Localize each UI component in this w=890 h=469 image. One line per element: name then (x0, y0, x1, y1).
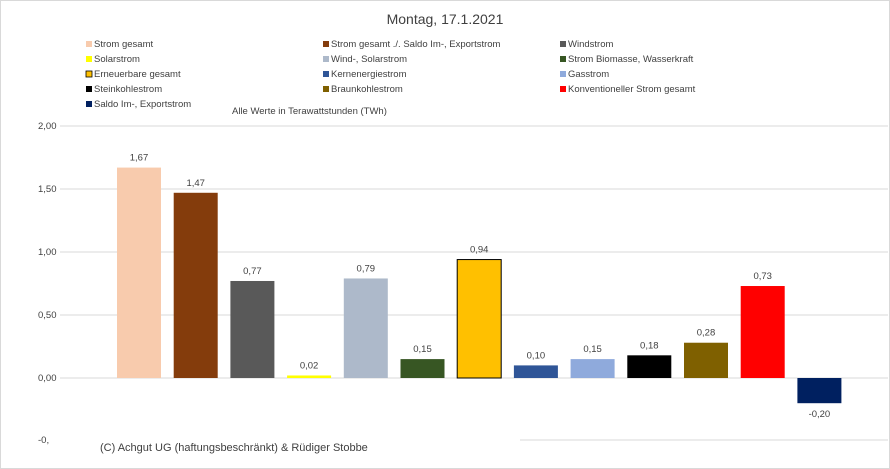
bar (513, 365, 558, 378)
legend-label: Wind-, Solarstrom (331, 54, 407, 65)
legend-label: Erneuerbare gesamt (94, 69, 181, 80)
y-tick-label: 1,00 (38, 247, 57, 258)
legend-item: Strom Biomasse, Wasserkraft (560, 54, 694, 65)
legend-label: Braunkohlestrom (331, 84, 403, 95)
bar (570, 359, 615, 378)
bar (684, 342, 728, 378)
data-label: 0,10 (527, 350, 546, 361)
legend-label: Strom Biomasse, Wasserkraft (568, 54, 694, 65)
legend-label: Windstrom (568, 39, 613, 50)
legend-swatch (86, 86, 92, 92)
legend-item: Braunkohlestrom (323, 84, 403, 95)
bar (400, 359, 445, 378)
legend-label: Solarstrom (94, 54, 140, 65)
data-label: -0,20 (809, 409, 831, 420)
legend-label: Steinkohlestrom (94, 84, 162, 95)
legend-item: Strom gesamt ./. Saldo Im-, Exportstrom (323, 39, 501, 50)
legend-swatch (560, 86, 566, 92)
bar (287, 375, 332, 378)
y-axis: 2,00 1,50 1,00 0,50 0,00 -0, (38, 121, 57, 446)
legend-swatch (560, 41, 566, 47)
legend-swatch (323, 71, 329, 77)
legend-label: Saldo Im-, Exportstrom (94, 99, 191, 110)
data-label: 0,94 (470, 245, 489, 256)
legend-label: Konventioneller Strom gesamt (568, 84, 696, 95)
data-label: 0,18 (640, 340, 659, 351)
legend-item: Strom gesamt (86, 39, 153, 50)
y-tick-label: -0, (38, 435, 49, 446)
bar (797, 378, 842, 404)
data-label: 0,15 (583, 344, 602, 355)
bars (117, 167, 842, 404)
legend-item: Steinkohlestrom (86, 84, 162, 95)
data-label: 1,67 (130, 153, 149, 164)
legend-item: Windstrom (560, 39, 613, 50)
legend-swatch (323, 56, 329, 62)
legend-label: Strom gesamt (94, 39, 153, 50)
data-label: 0,73 (753, 271, 772, 282)
legend-item: Kernenergiestrom (323, 69, 407, 80)
legend-swatch (86, 101, 92, 107)
legend-label: Gasstrom (568, 69, 609, 80)
bar (173, 192, 218, 378)
data-label: 0,28 (697, 328, 716, 339)
y-tick-label: 2,00 (38, 121, 57, 132)
legend-swatch (323, 41, 329, 47)
legend-label: Strom gesamt ./. Saldo Im-, Exportstrom (331, 39, 501, 50)
bar (117, 167, 161, 378)
bar (627, 355, 672, 378)
data-label: 0,79 (357, 263, 376, 274)
bar (456, 259, 502, 379)
bar (740, 286, 785, 378)
data-label: 0,02 (300, 360, 319, 371)
legend-swatch (323, 86, 329, 92)
chart-subtitle: Alle Werte in Terawattstunden (TWh) (232, 106, 387, 117)
bar (230, 280, 275, 378)
chart-title: Montag, 17.1.2021 (387, 11, 504, 27)
data-label: 0,15 (413, 344, 432, 355)
legend-swatch (86, 41, 92, 47)
data-label: 0,77 (243, 266, 262, 277)
legend-item: Konventioneller Strom gesamt (560, 84, 696, 95)
legend-swatch (85, 70, 93, 78)
legend-item: Gasstrom (560, 69, 609, 80)
credit-text: (C) Achgut UG (haftungsbeschränkt) & Rüd… (100, 442, 368, 454)
legend: Strom gesamt Strom gesamt ./. Saldo Im-, … (85, 39, 696, 110)
legend-label: Kernenergiestrom (331, 69, 407, 80)
legend-item: Saldo Im-, Exportstrom (86, 99, 191, 110)
legend-swatch (560, 56, 566, 62)
y-tick-label: 0,50 (38, 310, 57, 321)
legend-item: Wind-, Solarstrom (323, 54, 407, 65)
legend-item: Erneuerbare gesamt (85, 69, 181, 80)
data-labels: 1,67 1,47 0,77 0,02 0,79 0,15 0,94 0,10 0,15 0,18… (130, 153, 830, 421)
y-tick-label: 0,00 (38, 373, 57, 384)
legend-swatch (86, 56, 92, 62)
data-label: 1,47 (186, 178, 205, 189)
bar (343, 278, 388, 378)
legend-swatch (560, 71, 566, 77)
y-tick-label: 1,50 (38, 184, 57, 195)
legend-item: Solarstrom (86, 54, 140, 65)
